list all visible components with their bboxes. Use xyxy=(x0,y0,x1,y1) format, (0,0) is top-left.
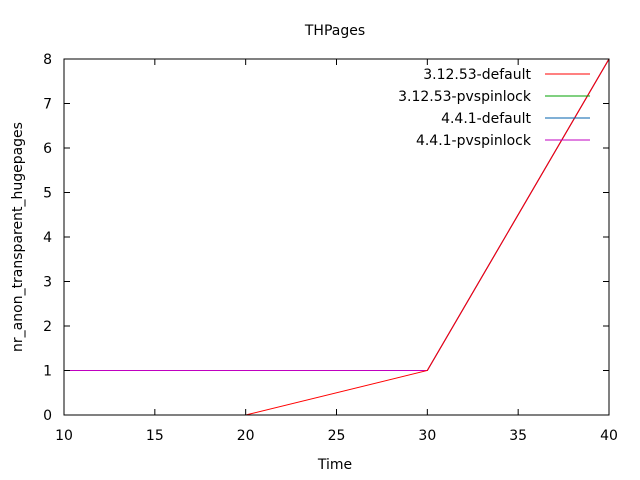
x-tick-label-1: 15 xyxy=(146,428,164,444)
legend: 3.12.53-default 3.12.53-pvspinlock 4.4.1-d… xyxy=(398,67,590,149)
x-axis-label: Time xyxy=(317,457,352,473)
x-tick-label-2: 20 xyxy=(237,428,255,444)
chart-title: THPages xyxy=(304,23,365,39)
y-tick-label-0: 0 xyxy=(43,408,52,424)
y-tick-label-7: 7 xyxy=(43,97,52,113)
y-tick-label-8: 8 xyxy=(43,52,52,68)
y-tick-label-2: 2 xyxy=(43,319,52,335)
x-tick-label-3: 25 xyxy=(328,428,346,444)
legend-label-1: 3.12.53-pvspinlock xyxy=(398,89,532,105)
axes-layer: 10 15 20 25 30 35 40 0 1 2 3 4 5 6 7 8 xyxy=(43,52,618,444)
y-tick-label-4: 4 xyxy=(43,230,52,246)
y-axis-label: nr_anon_transparent_hugepages xyxy=(10,122,26,352)
series-line-1 xyxy=(64,58,610,371)
y-tick-label-3: 3 xyxy=(43,275,52,291)
y-tick-label-1: 1 xyxy=(43,364,52,380)
x-tick-label-0: 10 xyxy=(55,428,73,444)
series-layer xyxy=(64,58,610,416)
series-line-2 xyxy=(64,58,610,371)
y-tick-label-6: 6 xyxy=(43,141,52,157)
series-line-3 xyxy=(64,58,610,371)
series-line-0 xyxy=(245,58,610,416)
x-tick-label-6: 40 xyxy=(600,428,618,444)
legend-label-2: 4.4.1-default xyxy=(441,111,531,127)
legend-label-3: 4.4.1-pvspinlock xyxy=(416,133,532,149)
y-tick-label-5: 5 xyxy=(43,186,52,202)
x-tick-label-4: 30 xyxy=(418,428,436,444)
legend-label-0: 3.12.53-default xyxy=(423,67,531,83)
x-tick-label-5: 35 xyxy=(509,428,527,444)
